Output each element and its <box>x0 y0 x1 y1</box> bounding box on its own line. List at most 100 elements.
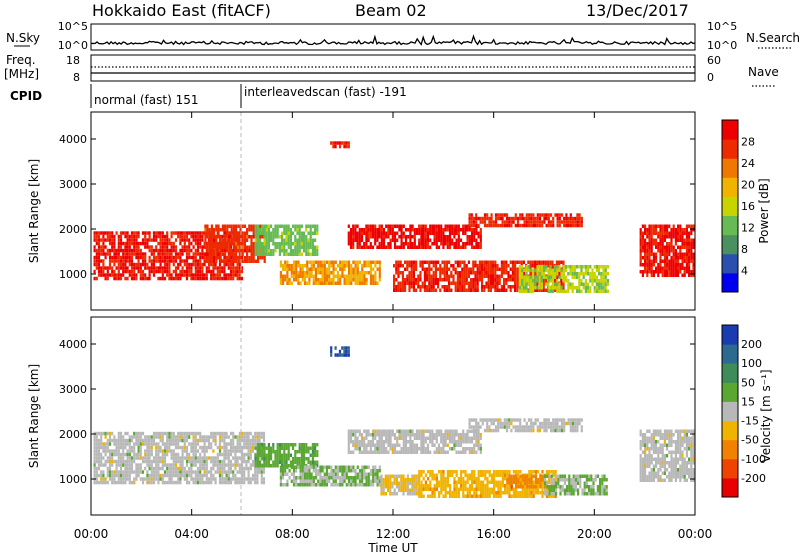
data-cell <box>111 238 114 242</box>
data-cell <box>205 480 208 485</box>
data-cell <box>223 445 226 450</box>
data-cell <box>567 220 570 224</box>
data-cell <box>236 435 239 439</box>
data-cell <box>369 235 372 239</box>
data-cell <box>422 238 425 242</box>
data-cell <box>652 224 655 228</box>
data-cell <box>188 262 191 267</box>
data-cell <box>648 242 651 246</box>
data-cell <box>221 234 224 239</box>
data-cell <box>168 466 171 471</box>
data-cell <box>371 436 375 440</box>
data-cell <box>655 266 658 270</box>
data-cell <box>237 224 240 228</box>
data-cell <box>203 470 206 474</box>
data-cell <box>374 281 377 285</box>
data-cell <box>406 260 409 264</box>
data-cell <box>246 259 249 263</box>
data-cell <box>477 428 480 433</box>
data-cell <box>569 216 572 221</box>
data-cell <box>527 275 530 279</box>
data-cell <box>115 266 118 270</box>
data-cell <box>97 463 101 467</box>
data-cell <box>547 282 550 286</box>
data-cell <box>474 260 477 264</box>
data-cell <box>221 435 224 439</box>
data-cell <box>496 288 499 292</box>
data-cell <box>250 245 253 249</box>
data-cell <box>239 256 242 260</box>
data-cell <box>412 267 415 271</box>
data-cell <box>205 473 208 478</box>
data-cell <box>157 449 160 453</box>
data-cell <box>227 480 230 485</box>
data-cell <box>310 465 313 469</box>
data-cell <box>108 259 112 263</box>
data-cell <box>316 249 319 253</box>
data-cell <box>478 274 481 278</box>
data-cell <box>104 431 107 436</box>
data-cell <box>356 429 359 433</box>
data-cell <box>225 449 228 453</box>
data-cell <box>208 231 211 235</box>
data-cell <box>259 228 262 232</box>
data-cell <box>93 238 96 242</box>
data-cell <box>208 235 211 239</box>
data-cell <box>345 141 348 145</box>
data-cell <box>674 242 677 246</box>
data-cell <box>290 267 293 271</box>
data-cell <box>267 252 270 256</box>
data-cell <box>172 262 175 267</box>
data-cell <box>308 271 311 275</box>
data-cell <box>672 249 675 253</box>
data-cell <box>218 431 222 436</box>
data-cell <box>97 241 101 246</box>
data-cell <box>148 442 151 446</box>
data-cell <box>93 445 96 450</box>
data-cell <box>463 278 466 282</box>
data-cell <box>122 231 125 235</box>
data-cell <box>111 269 114 274</box>
data-cell <box>270 249 273 253</box>
data-cell <box>404 436 408 440</box>
data-cell <box>476 281 479 285</box>
data-cell <box>93 449 96 453</box>
data-cell <box>354 235 357 239</box>
data-cell <box>240 452 244 457</box>
data-cell <box>185 456 189 460</box>
data-cell <box>181 248 184 253</box>
data-cell <box>692 238 695 242</box>
data-cell <box>181 466 184 471</box>
data-cell <box>294 443 297 447</box>
data-cell <box>261 228 264 232</box>
data-cell <box>292 469 296 473</box>
data-cell <box>144 255 147 260</box>
data-cell <box>267 242 270 246</box>
data-cell <box>314 443 317 447</box>
data-cell <box>547 279 550 283</box>
data-cell <box>363 465 366 469</box>
data-cell <box>420 440 423 444</box>
data-cell <box>565 216 568 221</box>
data-cell <box>323 281 326 285</box>
data-cell <box>97 255 101 260</box>
data-cell <box>510 216 513 221</box>
data-cell <box>367 260 370 264</box>
data-cell <box>497 421 500 426</box>
data-cell <box>168 473 171 478</box>
data-cell <box>475 425 478 429</box>
data-cell <box>451 228 454 232</box>
data-cell <box>334 469 337 473</box>
data-cell <box>111 452 114 457</box>
data-cell <box>274 464 277 468</box>
data-cell <box>237 242 240 246</box>
data-cell <box>126 466 129 471</box>
data-cell <box>483 274 486 278</box>
data-cell <box>439 274 442 278</box>
data-cell <box>256 228 259 232</box>
data-cell <box>389 242 392 246</box>
data-cell <box>232 477 235 481</box>
data-cell <box>274 457 277 461</box>
data-cell <box>262 480 266 485</box>
data-cell <box>199 456 202 460</box>
